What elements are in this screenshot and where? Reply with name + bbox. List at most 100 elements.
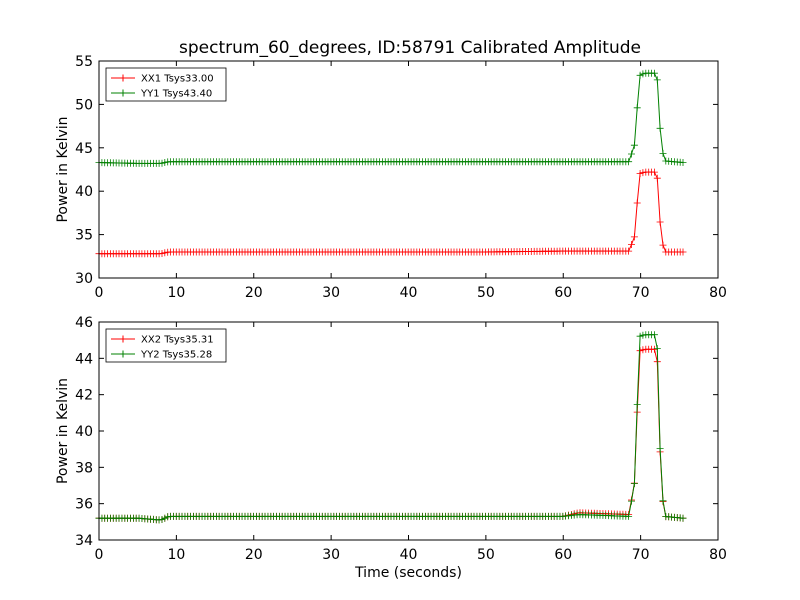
- legend-entry-2: YY1 Tsys43.40: [111, 89, 212, 100]
- data-point: [628, 497, 635, 505]
- x-tick-label: 80: [709, 547, 727, 563]
- legend-marker: [119, 350, 127, 358]
- y-tick-label: 30: [75, 271, 93, 287]
- x-tick-label: 40: [400, 285, 418, 301]
- y-tick-label: 55: [75, 54, 93, 70]
- x-tick-label: 20: [245, 547, 263, 563]
- x-tick-label: 60: [554, 547, 572, 563]
- data-point: [650, 168, 658, 176]
- data-point: [656, 444, 664, 452]
- y-tick-label: 42: [75, 388, 93, 404]
- data-point: [653, 345, 661, 353]
- top-panel: 0 10 20 30 40 50 60 70 80 30 35 40 45 50 55 Power in Ke…: [55, 54, 727, 301]
- data-point: [625, 158, 633, 166]
- legend-entry-2: YY2 Tsys35.28: [111, 350, 212, 361]
- data-point: [161, 514, 169, 522]
- series-markers-2: [95, 69, 687, 167]
- data-point: [161, 159, 169, 166]
- x-tick-label: 80: [709, 285, 727, 301]
- data-point: [659, 241, 667, 249]
- data-point: [650, 345, 658, 353]
- series-line-1: [99, 171, 683, 255]
- legend-label: YY2 Tsys35.28: [140, 350, 212, 361]
- x-tick-label: 30: [322, 285, 340, 301]
- data-point: [636, 347, 644, 355]
- legend-marker: [119, 89, 127, 97]
- data-point: [653, 174, 661, 182]
- x-tick-label: 10: [167, 547, 185, 563]
- data-point: [630, 141, 638, 149]
- x-tick-label: 70: [632, 285, 650, 301]
- x-tick-label: 20: [245, 285, 263, 301]
- data-point: [650, 331, 658, 339]
- x-tick-label: 40: [400, 547, 418, 563]
- series-markers-1: [95, 345, 687, 524]
- data-point: [633, 401, 641, 408]
- data-point: [628, 241, 635, 248]
- data-point: [636, 170, 644, 177]
- data-point: [659, 497, 667, 505]
- y-tick-label: 34: [75, 533, 93, 549]
- legend-label: XX1 Tsys33.00: [141, 74, 214, 85]
- data-point: [158, 250, 166, 257]
- y-tick-label: 46: [75, 315, 93, 331]
- x-tick-label: 0: [95, 285, 104, 301]
- legend: XX2 Tsys35.31 YY2 Tsys35.28: [105, 328, 227, 363]
- data-point: [639, 346, 647, 354]
- x-tick-label: 70: [632, 547, 650, 563]
- data-point: [656, 124, 664, 132]
- y-tick-label: 40: [75, 424, 93, 440]
- data-point: [633, 199, 641, 207]
- data-point: [679, 514, 687, 522]
- y-tick-label: 45: [75, 141, 93, 157]
- legend-marker: [119, 335, 127, 343]
- series-markers-2: [95, 331, 687, 524]
- y-axis-label: Power in Kelvin: [55, 378, 71, 484]
- data-point: [653, 76, 661, 84]
- legend-marker: [119, 74, 127, 82]
- data-point: [630, 480, 638, 487]
- data-point: [161, 249, 169, 257]
- data-point: [639, 70, 647, 78]
- x-tick-label: 50: [477, 547, 495, 563]
- legend-box: [105, 67, 227, 102]
- y-tick-label: 44: [75, 351, 93, 367]
- legend-entry-1: XX2 Tsys35.31: [111, 335, 214, 346]
- y-axis-label: Power in Kelvin: [55, 116, 71, 222]
- data-point: [679, 248, 687, 256]
- y-tick-label: 36: [75, 497, 93, 513]
- legend-label: XX2 Tsys35.31: [141, 335, 214, 346]
- x-tick-label: 50: [477, 285, 495, 301]
- x-tick-label: 60: [554, 285, 572, 301]
- legend-entry-1: XX1 Tsys33.00: [111, 74, 214, 85]
- y-tick-label: 50: [75, 97, 93, 113]
- data-point: [625, 247, 633, 255]
- series-line-1: [99, 348, 684, 521]
- legend: XX1 Tsys33.00 YY1 Tsys43.40: [105, 67, 227, 102]
- data-point: [625, 512, 633, 520]
- data-point: [639, 331, 647, 339]
- y-tick-label: 35: [75, 228, 93, 244]
- data-point: [633, 104, 641, 112]
- legend-label: YY1 Tsys43.40: [140, 89, 212, 100]
- chart-title: spectrum_60_degrees, ID:58791 Calibrated…: [179, 38, 641, 58]
- legend-box: [105, 328, 227, 363]
- data-point: [636, 71, 644, 79]
- series-markers-1: [95, 168, 687, 258]
- y-tick-label: 40: [75, 184, 93, 200]
- data-point: [656, 218, 664, 226]
- x-axis-label: Time (seconds): [354, 565, 462, 581]
- data-point: [636, 332, 644, 340]
- data-point: [639, 169, 647, 177]
- y-tick-label: 38: [75, 460, 93, 476]
- x-tick-label: 0: [95, 547, 104, 563]
- data-point: [679, 159, 687, 166]
- data-point: [628, 150, 635, 158]
- data-point: [650, 69, 658, 77]
- data-point: [630, 233, 638, 241]
- data-point: [659, 149, 667, 157]
- data-point: [158, 516, 166, 523]
- data-point: [158, 159, 166, 167]
- bottom-panel: 0 10 20 30 40 50 60 70 80 34 36 38 40 42 44 46 Power in …: [55, 315, 727, 581]
